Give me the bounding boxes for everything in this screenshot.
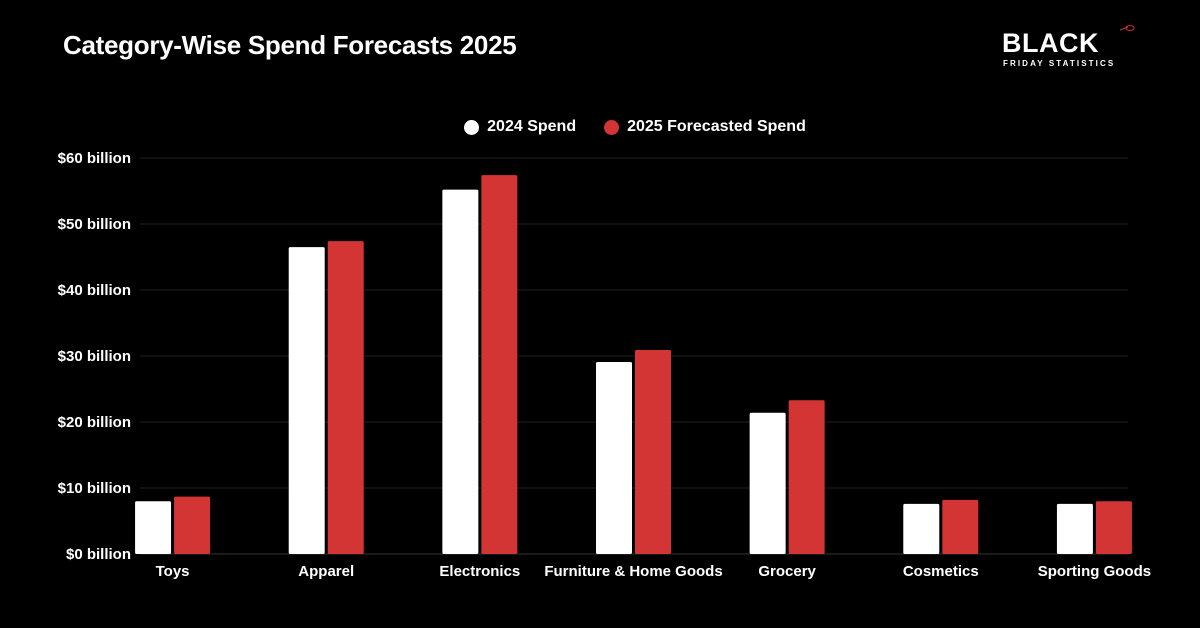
logo-text: BLACK [1002, 28, 1099, 58]
bar-2024 [596, 361, 632, 554]
y-tick-label: $50 billion [58, 216, 131, 233]
legend-swatch-2024 [464, 119, 480, 135]
y-tick-label: $0 billion [66, 546, 131, 563]
legend-label-2024: 2024 Spend [487, 118, 577, 135]
bar-2024 [749, 412, 786, 554]
bar-2025 [1095, 501, 1132, 554]
black-friday-statistics-logo: BLACK FRIDAY STATISTICS [1002, 25, 1135, 72]
logo-subtext: FRIDAY STATISTICS [1003, 59, 1116, 68]
legend-label-2025: 2025 Forecasted Spend [627, 118, 806, 135]
bar-2024 [442, 189, 479, 554]
x-tick-label: Furniture & Home Goods [544, 563, 722, 580]
bar-2025 [788, 400, 825, 554]
x-tick-label: Apparel [298, 563, 354, 580]
chart-title: Category-Wise Spend Forecasts 2025 [63, 30, 517, 60]
bar-2025 [174, 496, 211, 554]
bar-2025 [481, 175, 518, 554]
legend-item-2025: 2025 Forecasted Spend [604, 118, 806, 136]
bar-2025 [942, 499, 979, 554]
x-tick-label: Toys [156, 563, 190, 580]
y-tick-label: $30 billion [58, 348, 131, 365]
bar-2025 [635, 350, 671, 554]
x-tick-label: Cosmetics [903, 563, 979, 580]
y-tick-label: $60 billion [58, 150, 131, 167]
legend-swatch-2025 [604, 119, 620, 135]
price-tag-icon [1119, 25, 1135, 31]
y-tick-label: $20 billion [58, 414, 131, 431]
legend-item-2024: 2024 Spend [464, 118, 576, 136]
x-tick-label: Grocery [758, 563, 816, 580]
bar-2024 [288, 247, 325, 554]
x-tick-label: Electronics [439, 563, 520, 580]
bar-2024 [135, 501, 172, 554]
y-tick-label: $10 billion [58, 480, 131, 497]
x-tick-label: Sporting Goods [1038, 563, 1151, 580]
y-tick-label: $40 billion [58, 282, 131, 299]
legend: 2024 Spend 2025 Forecasted Spend [0, 118, 1200, 136]
bar-2025 [327, 241, 364, 554]
bar-2024 [1056, 503, 1093, 554]
bar-2024 [903, 503, 940, 554]
